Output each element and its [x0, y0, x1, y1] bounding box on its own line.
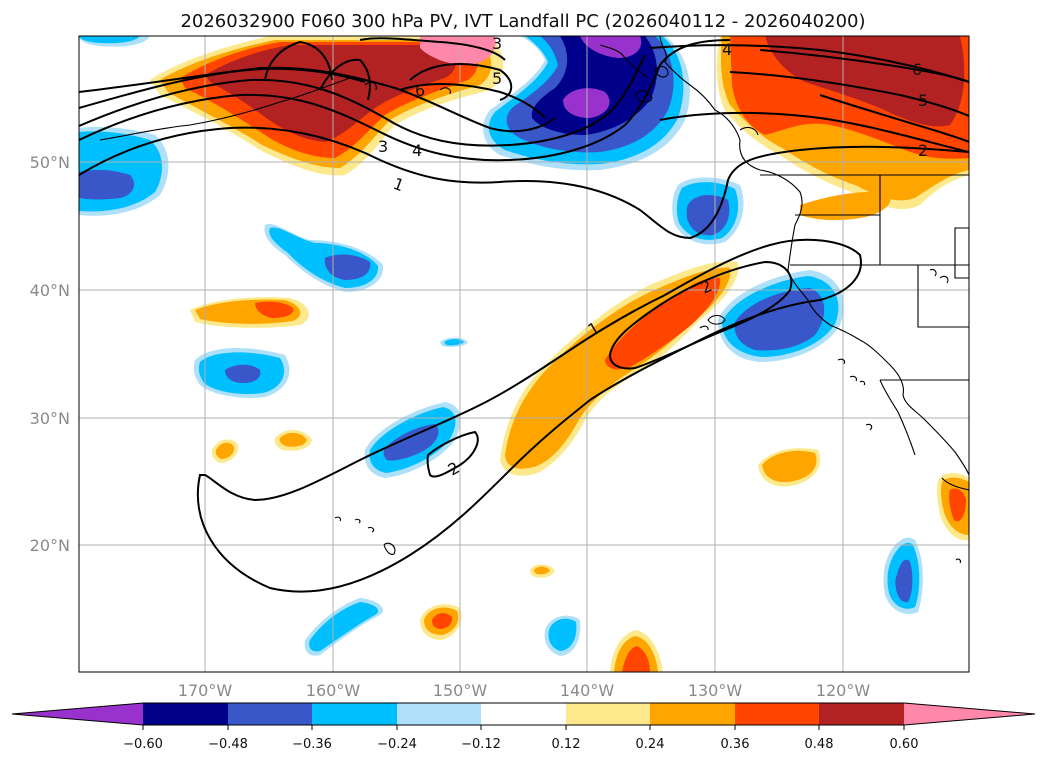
contour-label-east-5: 5	[918, 91, 928, 110]
colorbar-extend-high	[904, 703, 1035, 725]
contour-label-top-3: 3	[492, 34, 502, 53]
lat-label-30n: 30°N	[30, 409, 70, 428]
lon-label-160w: 160°W	[306, 681, 361, 700]
ivt-contour-ridge-3	[79, 39, 731, 162]
colorbar-tick-label: −0.48	[208, 737, 248, 752]
ivt-contour-east-4	[649, 44, 969, 83]
colorbar-tick-label: −0.60	[123, 737, 163, 752]
latitude-labels: 50°N 40°N 30°N 20°N	[30, 153, 70, 555]
colorbar-bin	[819, 703, 904, 725]
coastlines-and-borders	[99, 36, 969, 564]
figure-title: 2026032900 F060 300 hPa PV, IVT Landfall…	[180, 11, 865, 32]
colorbar-bin	[650, 703, 735, 725]
colorbar-bin	[397, 703, 481, 725]
lat-label-40n: 40°N	[30, 281, 70, 300]
colorbar-bin	[735, 703, 819, 725]
colorbar-tick-label: 0.12	[552, 737, 581, 752]
lon-label-150w: 150°W	[433, 681, 488, 700]
colorbar-bin	[566, 703, 650, 725]
contour-label-ridge-6: 6	[415, 81, 425, 100]
lat-label-50n: 50°N	[30, 153, 70, 172]
contour-label-ridge-4: 4	[412, 141, 422, 160]
contour-label-east-4: 4	[722, 40, 732, 59]
ivt-contour-sub-2	[426, 430, 479, 478]
lon-label-130w: 130°W	[688, 681, 743, 700]
colorbar-tick-label: 0.36	[721, 737, 750, 752]
colorbar-tick-label: −0.36	[292, 737, 332, 752]
ivt-contour-plume-1	[196, 238, 862, 593]
lon-label-170w: 170°W	[178, 681, 233, 700]
map-frame	[78, 35, 970, 673]
ivt-contour-ridge-1	[79, 126, 969, 240]
colorbar: −0.60 −0.48 −0.36 −0.24 −0.12 0.12 0.24 …	[11, 702, 1036, 752]
lon-label-140w: 140°W	[560, 681, 615, 700]
colorbar-tick-label: −0.12	[461, 737, 501, 752]
contour-label-ridge-3: 3	[378, 137, 388, 156]
ivt-contours	[79, 37, 969, 593]
lon-label-120w: 120°W	[816, 681, 871, 700]
ivt-contour-east-2	[659, 111, 969, 153]
ivt-contour-ridge-5	[79, 66, 556, 133]
colorbar-bin	[228, 703, 312, 725]
contour-label-east-6: 6	[912, 60, 922, 79]
map-contents: 1 3 4 5 6 3 4 6 5 2 1 2 2	[79, 34, 969, 672]
colorbar-extend-low	[12, 703, 143, 725]
ivt-contour-ridge-4	[79, 54, 646, 147]
ivt-contour-east-5	[729, 71, 969, 117]
contour-label-ridge-5: 5	[492, 69, 502, 88]
lat-label-20n: 20°N	[30, 536, 70, 555]
contour-label-east-2: 2	[918, 141, 928, 160]
colorbar-tick-label: 0.48	[805, 737, 834, 752]
pv-negative-anomalies	[79, 36, 923, 656]
colorbar-bin	[312, 703, 397, 725]
colorbar-bin	[481, 703, 566, 725]
colorbar-tick-label: −0.24	[377, 737, 417, 752]
colorbar-bin	[143, 703, 228, 725]
ivt-contour-east-6	[759, 49, 969, 83]
ivt-contour-plume-2	[608, 260, 793, 370]
colorbar-tick-label: 0.60	[890, 737, 919, 752]
pv-positive-anomalies	[150, 36, 969, 672]
ivt-contour-ridge-6	[399, 83, 546, 119]
colorbar-tick-label: 0.24	[636, 737, 665, 752]
longitude-labels: 170°W 160°W 150°W 140°W 130°W 120°W	[178, 681, 871, 700]
